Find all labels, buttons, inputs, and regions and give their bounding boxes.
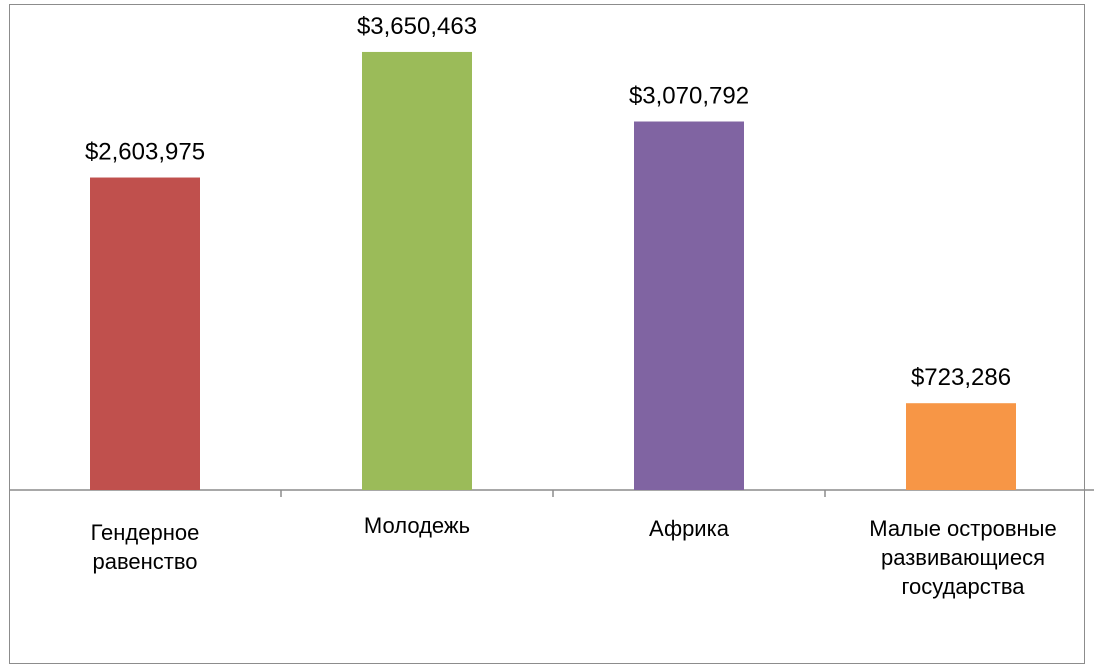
data-label-1: $3,650,463 xyxy=(357,13,477,40)
data-label-0: $2,603,975 xyxy=(85,139,205,166)
data-label-2: $3,070,792 xyxy=(629,83,749,110)
category-label-africa: Африка xyxy=(649,516,729,541)
bar-1 xyxy=(362,51,472,491)
category-label-gender-equality: Гендерное равенство xyxy=(90,520,200,574)
bar-0 xyxy=(90,177,200,490)
category-label-youth: Молодежь xyxy=(363,513,471,538)
data-label-3: $723,286 xyxy=(911,364,1011,391)
category-label-small-island-states: Малые островные развивающиеся государств… xyxy=(869,516,1057,599)
bar-2 xyxy=(634,121,744,491)
bar-3 xyxy=(906,403,1016,490)
